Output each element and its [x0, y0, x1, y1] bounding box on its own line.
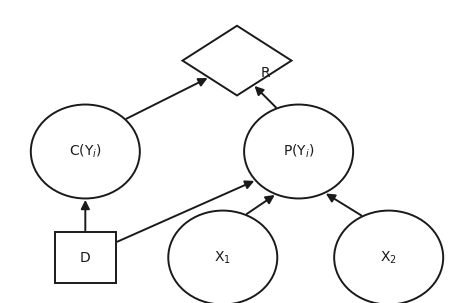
Ellipse shape — [31, 105, 140, 198]
Ellipse shape — [244, 105, 353, 198]
FancyArrowPatch shape — [328, 195, 362, 215]
FancyArrowPatch shape — [246, 196, 273, 214]
Ellipse shape — [334, 211, 443, 303]
FancyArrowPatch shape — [256, 88, 276, 108]
Text: D: D — [80, 251, 91, 265]
Text: X$_1$: X$_1$ — [214, 249, 231, 266]
Polygon shape — [182, 26, 292, 95]
Ellipse shape — [168, 211, 277, 303]
FancyArrowPatch shape — [118, 181, 252, 242]
FancyArrowPatch shape — [82, 202, 89, 230]
Text: C(Y$_i$): C(Y$_i$) — [69, 143, 102, 160]
Bar — [55, 232, 116, 283]
Text: X$_2$: X$_2$ — [380, 249, 397, 266]
Text: R: R — [261, 66, 270, 80]
Text: P(Y$_i$): P(Y$_i$) — [283, 143, 314, 160]
FancyArrowPatch shape — [127, 79, 206, 119]
